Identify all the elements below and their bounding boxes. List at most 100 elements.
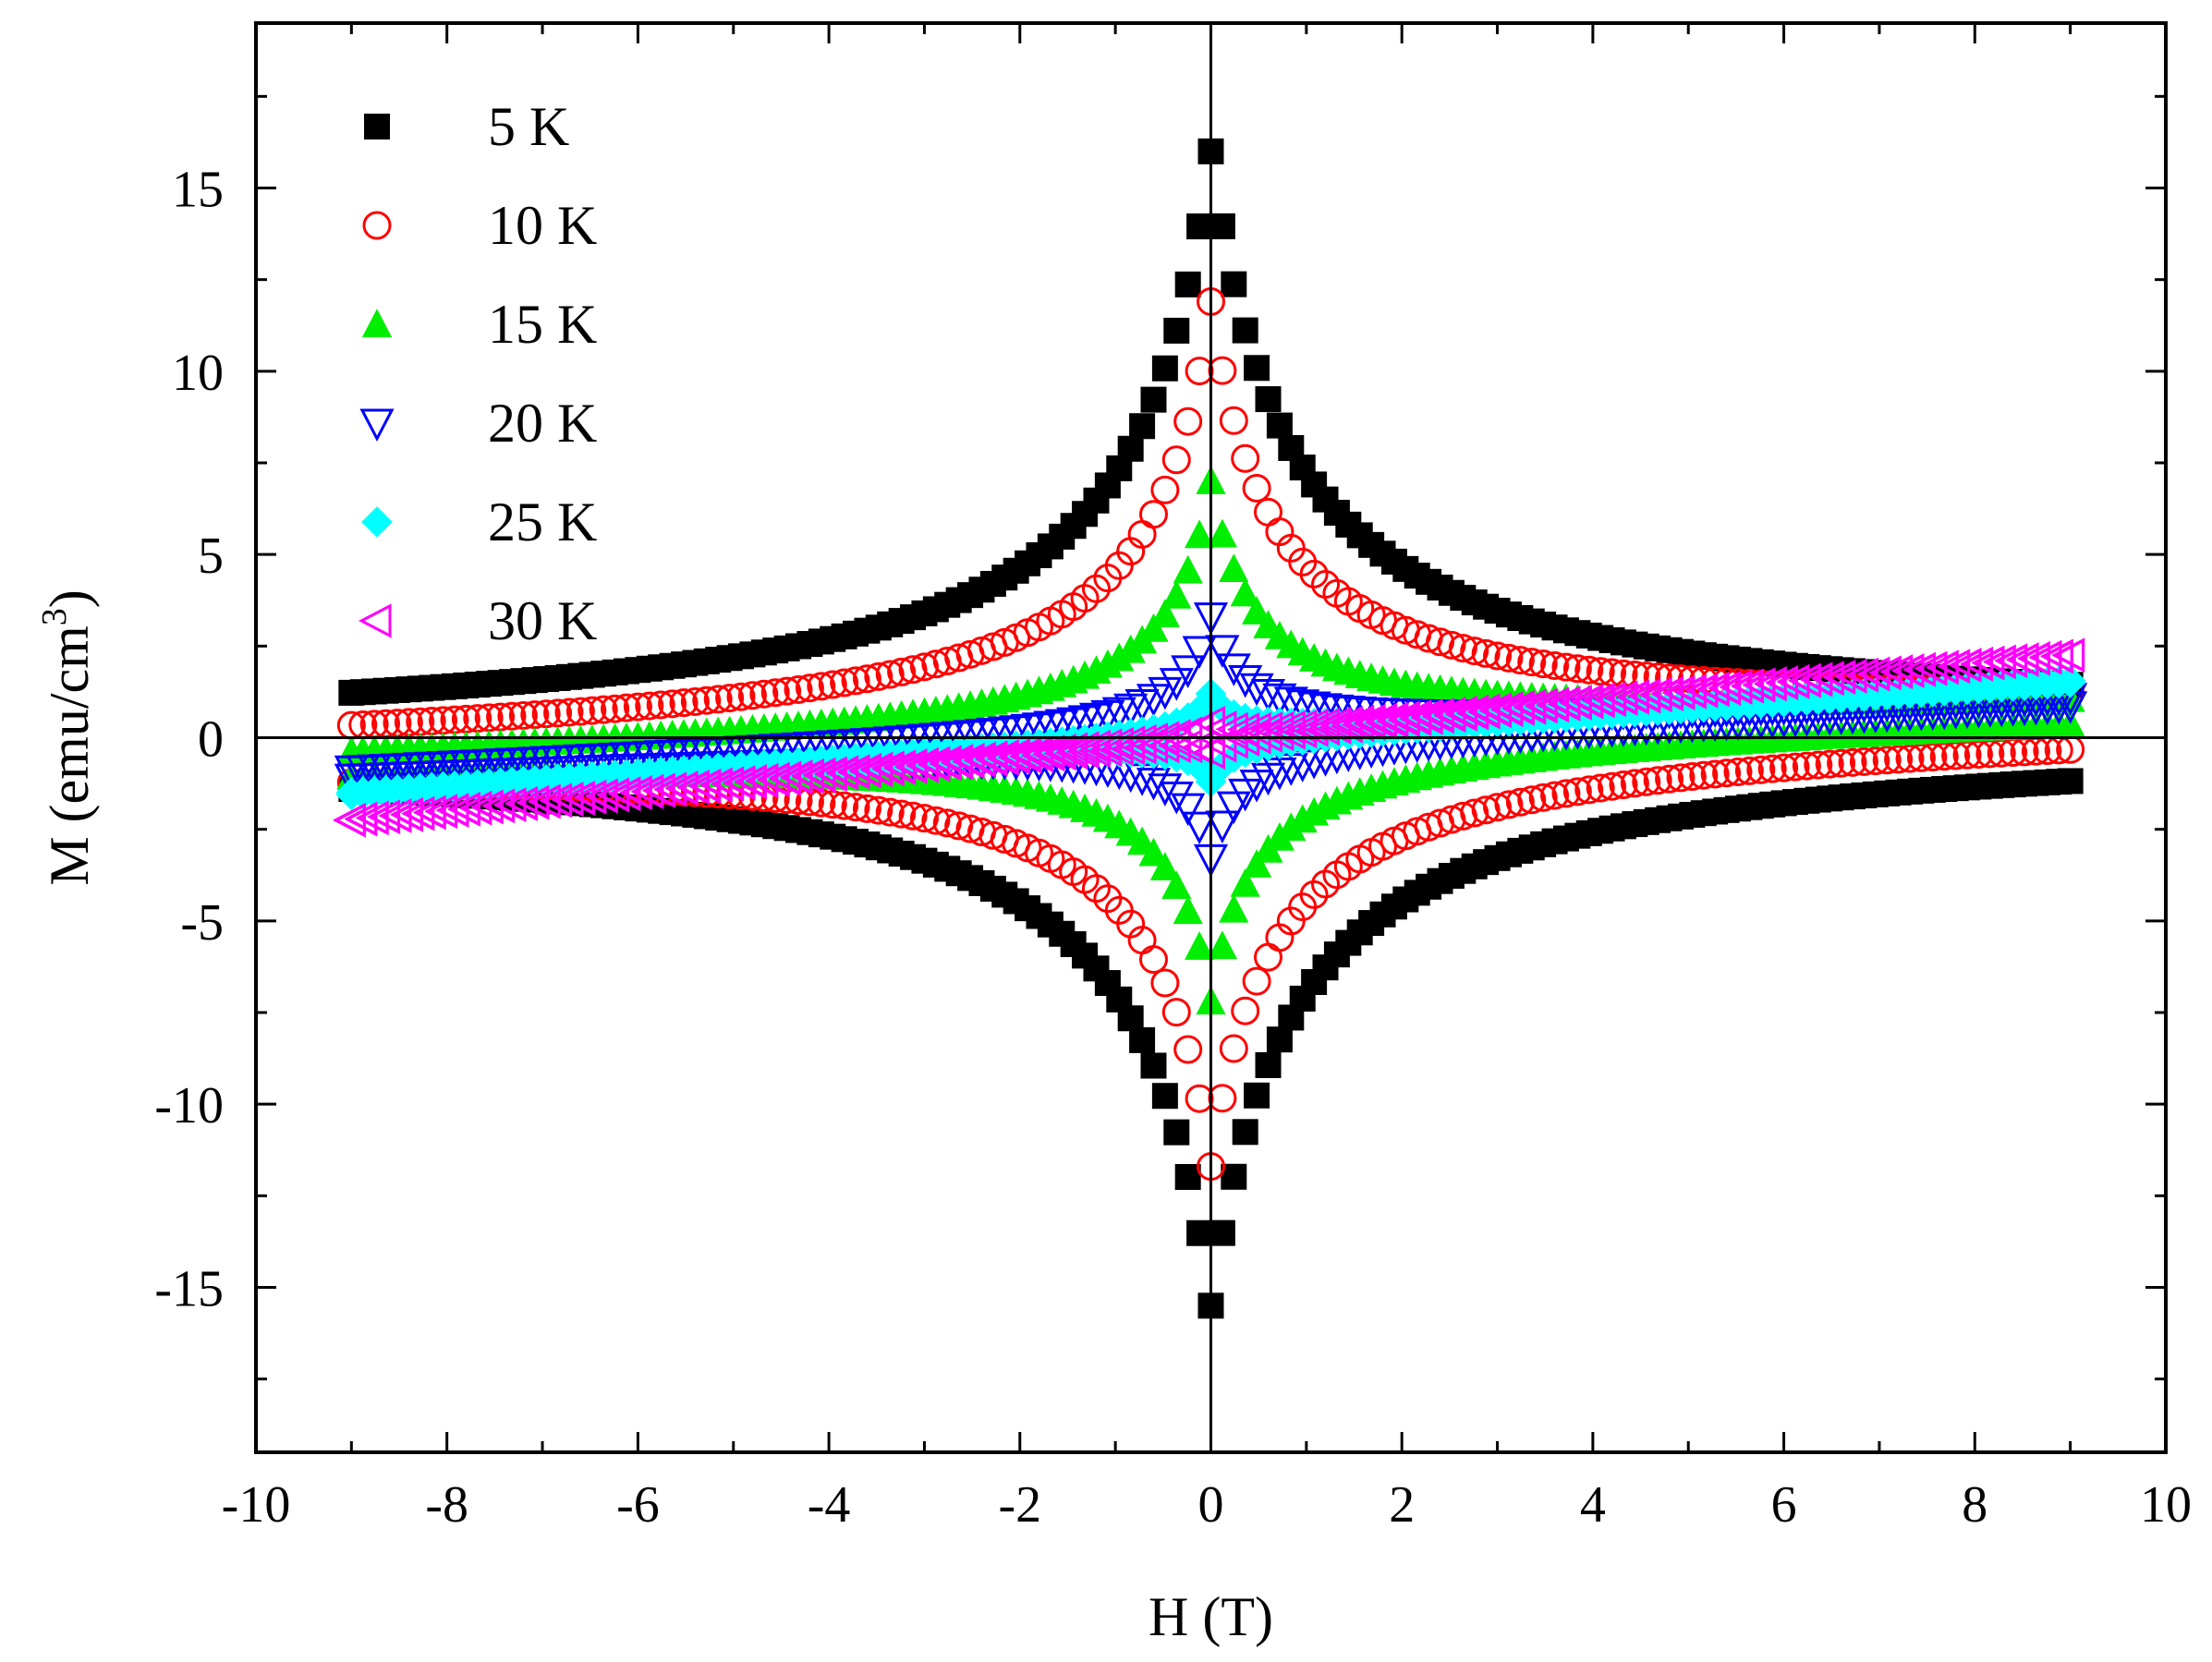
point-10k — [1494, 790, 1524, 819]
point-5k — [1244, 1082, 1270, 1109]
point-10k — [1505, 787, 1535, 817]
point-10k — [909, 652, 939, 682]
legend-item-30k: 30 K — [358, 590, 597, 651]
point-10k — [1540, 781, 1570, 810]
point-10k — [1723, 758, 1753, 787]
x-tick-label: -4 — [808, 1476, 851, 1534]
point-10k — [875, 797, 905, 827]
y-tick-label: -15 — [154, 1261, 224, 1318]
point-5k — [1232, 1119, 1258, 1146]
point-10k — [898, 801, 928, 831]
point-10k — [818, 670, 847, 699]
point-10k — [1185, 357, 1214, 386]
point-10k — [841, 793, 870, 822]
point-20k — [1239, 673, 1274, 707]
point-10k — [1254, 497, 1283, 527]
point-15k — [1230, 577, 1260, 607]
point-10k — [1620, 769, 1649, 798]
point-20k — [1182, 636, 1217, 670]
y-tick-label: -5 — [180, 894, 224, 952]
point-10k — [1104, 551, 1134, 580]
point-30k — [2040, 639, 2073, 674]
point-5k — [1186, 213, 1213, 240]
y-axis-label-superscript: 3 — [35, 608, 74, 625]
point-10k — [726, 682, 756, 711]
point-10k — [852, 794, 881, 823]
point-15k — [1161, 870, 1192, 900]
y-tick-label: 10 — [172, 345, 224, 402]
point-15k — [1173, 554, 1203, 584]
point-15k — [1242, 596, 1272, 625]
point-10k — [1219, 1034, 1248, 1063]
point-5k — [1232, 317, 1258, 344]
point-10k — [887, 799, 917, 829]
legend-label: 15 K — [488, 294, 597, 355]
point-10k — [1138, 945, 1168, 975]
point-5k — [1174, 1164, 1201, 1191]
point-10k — [623, 692, 652, 722]
point-20k — [1090, 699, 1125, 734]
y-tick-label: 15 — [172, 162, 224, 219]
point-5k — [1163, 317, 1190, 344]
point-10k — [1231, 996, 1260, 1025]
x-tick-label: -8 — [425, 1476, 468, 1534]
point-10k — [807, 672, 836, 701]
point-10k — [830, 668, 859, 698]
point-5k — [1117, 435, 1144, 462]
point-30k — [1215, 724, 1248, 759]
point-10k — [898, 655, 928, 685]
legend-label: 30 K — [488, 590, 597, 651]
point-15k — [1138, 613, 1169, 642]
point-5k — [1186, 1219, 1213, 1246]
x-axis-label: H (T) — [1149, 1586, 1273, 1647]
point-25k — [2054, 667, 2086, 698]
point-5k — [1151, 1083, 1178, 1110]
point-5k — [1255, 386, 1282, 413]
point-10k — [784, 674, 813, 704]
point-10k — [635, 691, 664, 721]
point-20k — [1148, 773, 1183, 807]
point-10k — [1173, 406, 1203, 436]
point-20k — [1159, 781, 1194, 815]
point-10k — [1208, 1084, 1237, 1113]
point-10k — [680, 686, 710, 716]
point-20k — [1182, 811, 1217, 845]
point-10k — [1849, 746, 1878, 776]
point-5k — [1140, 386, 1167, 413]
x-tick-label: 6 — [1771, 1476, 1797, 1534]
point-20k — [1205, 635, 1240, 668]
point-10k — [887, 657, 917, 686]
point-10k — [531, 699, 561, 729]
legend-marker — [358, 603, 392, 638]
point-10k — [1598, 771, 1627, 801]
point-10k — [1517, 648, 1547, 677]
point-10k — [1150, 968, 1180, 998]
x-tick-label: 2 — [1389, 1476, 1415, 1534]
point-10k — [658, 689, 687, 719]
point-10k — [1483, 641, 1513, 671]
point-10k — [841, 666, 870, 696]
point-15k — [1230, 867, 1260, 897]
legend-marker — [361, 309, 393, 337]
point-20k — [1010, 713, 1045, 747]
point-5k — [1255, 1051, 1282, 1078]
point-5k — [1209, 212, 1235, 239]
point-10k — [1815, 749, 1844, 779]
point-10k — [1884, 745, 1914, 774]
point-10k — [1918, 743, 1948, 772]
point-10k — [1460, 637, 1489, 666]
point-15k — [1207, 518, 1238, 548]
point-10k — [703, 685, 733, 714]
point-20k — [1228, 778, 1263, 812]
point-15k — [1138, 837, 1169, 867]
point-10k — [1712, 758, 1742, 788]
point-10k — [1231, 443, 1260, 473]
point-10k — [795, 673, 824, 703]
point-10k — [1483, 793, 1513, 822]
y-tick-label: 5 — [198, 528, 224, 585]
point-10k — [1528, 782, 1558, 812]
point-10k — [1562, 777, 1592, 807]
point-5k — [1117, 1005, 1144, 1032]
point-10k — [1872, 746, 1902, 775]
